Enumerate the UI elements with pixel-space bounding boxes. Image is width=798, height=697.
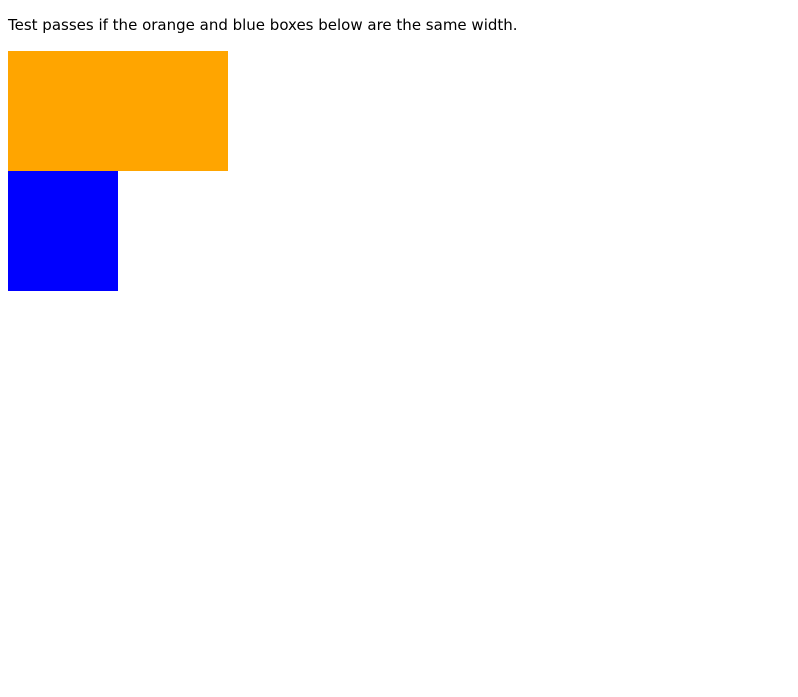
blue-box [8, 171, 118, 291]
test-instruction-text: Test passes if the orange and blue boxes… [8, 16, 518, 34]
orange-box [8, 51, 228, 171]
